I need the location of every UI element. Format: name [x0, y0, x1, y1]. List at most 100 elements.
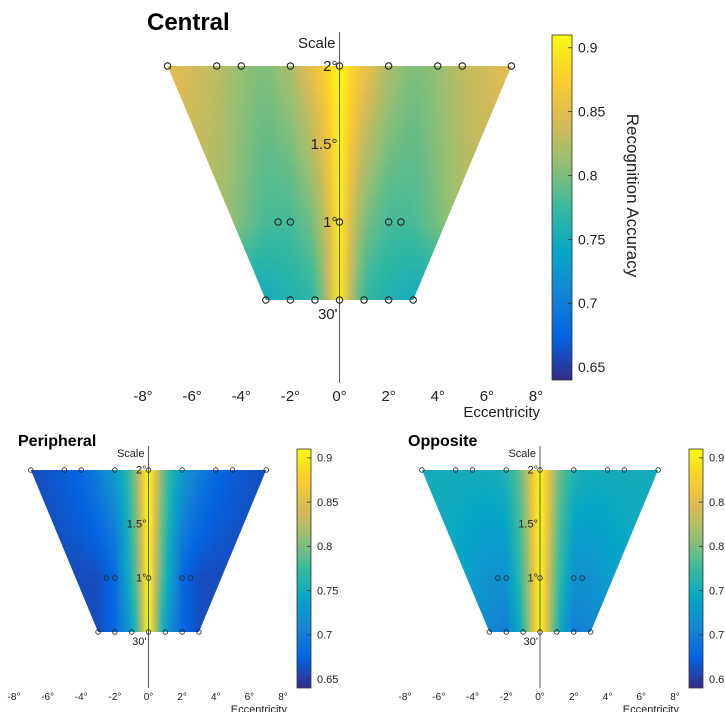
- sample-point-marker: [163, 62, 172, 70]
- sample-point-marker: [384, 296, 393, 304]
- y-axis-title: Scale: [298, 35, 336, 52]
- colorbar: 0.65 0.7 0.75 0.8 0.85 0.9: [296, 448, 338, 689]
- sample-point-marker: [112, 467, 118, 473]
- x-tick-label: -6°: [432, 692, 445, 703]
- sample-point-marker: [655, 467, 661, 473]
- sample-point-marker: [419, 467, 425, 473]
- sample-point-marker: [128, 629, 135, 635]
- sample-point-marker: [335, 62, 344, 70]
- sample-point-marker: [179, 575, 185, 581]
- sample-point-marker: [78, 467, 84, 473]
- x-axis-title: Eccentricity: [463, 404, 540, 421]
- x-tick-label: -2°: [281, 388, 300, 405]
- sample-point-marker: [621, 467, 628, 473]
- colorbar-tick-label: 0.8: [709, 541, 724, 553]
- colorbar-tick-label: 0.65: [578, 359, 605, 375]
- colorbar: 0.65 0.7 0.75 0.8 0.85 0.9: [688, 448, 725, 689]
- x-tick-label: 8°: [278, 692, 288, 703]
- x-tick-label: -4°: [232, 388, 251, 405]
- sample-point-marker: [384, 62, 393, 70]
- colorbar-tick-label: 0.9: [578, 40, 598, 56]
- sample-point-marker: [503, 629, 509, 635]
- chart-panel-peripheral: -8° -6° -4° -2° 0° 2° 4° 6° 8°Eccentricity Scale 3…: [8, 433, 339, 712]
- sample-point-marker: [237, 62, 246, 70]
- sample-point-marker: [587, 629, 594, 635]
- colorbar-tick-label: 0.75: [709, 585, 725, 597]
- x-tick-label: -6°: [182, 388, 201, 405]
- x-tick-label: -4°: [75, 692, 88, 703]
- x-tick-label: 6°: [636, 692, 646, 703]
- sample-point-marker: [458, 62, 467, 70]
- sample-point-marker: [537, 575, 543, 581]
- x-tick-label: 6°: [480, 388, 494, 405]
- sample-point-marker: [274, 218, 282, 226]
- chart-panel-opposite: -8° -6° -4° -2° 0° 2° 4° 6° 8°Eccentricity Scale 3…: [399, 433, 725, 712]
- x-tick-label: 4°: [211, 692, 221, 703]
- sample-point-marker: [503, 575, 509, 581]
- sample-point-marker: [145, 575, 152, 581]
- sample-point-marker: [335, 296, 344, 304]
- x-tick-label: 2°: [381, 388, 395, 405]
- y-tick-label: 1.5°: [127, 518, 147, 530]
- sample-point-marker: [486, 629, 493, 635]
- y-tick-label: 1°: [136, 572, 147, 584]
- sample-point-marker: [179, 467, 185, 473]
- colorbar-tick-label: 0.65: [317, 674, 338, 686]
- colorbar-tick-label: 0.8: [317, 541, 332, 553]
- sample-point-marker: [537, 629, 543, 635]
- x-tick-label: -2°: [500, 692, 513, 703]
- y-tick-label: 1°: [527, 572, 538, 584]
- chart-panel-central: -8° -6° -4° -2° 0° 2° 4° 6° 8°Eccentricity Scale 3…: [133, 9, 642, 421]
- sample-point-marker: [229, 467, 236, 473]
- y-tick-label: 30': [132, 636, 146, 648]
- sample-point-marker: [213, 467, 219, 473]
- sample-point-marker: [262, 296, 270, 304]
- panel-title: Peripheral: [18, 433, 96, 450]
- y-axis-title: Scale: [508, 448, 536, 460]
- colorbar-tick-label: 0.7: [709, 630, 724, 642]
- sample-point-marker: [452, 467, 459, 473]
- sample-point-marker: [495, 575, 501, 581]
- sample-point-marker: [196, 629, 202, 635]
- y-tick-label: 1.5°: [311, 136, 338, 153]
- x-tick-label: 2°: [569, 692, 579, 703]
- sample-point-marker: [579, 575, 585, 581]
- sample-point-marker: [469, 467, 476, 473]
- sample-point-marker: [212, 62, 221, 70]
- sample-point-marker: [571, 575, 577, 581]
- sample-point-marker: [507, 62, 516, 70]
- y-tick-label: 30': [318, 306, 338, 323]
- x-tick-label: 4°: [431, 388, 445, 405]
- colorbar-tick-label: 0.7: [578, 295, 598, 311]
- x-tick-label: 6°: [245, 692, 255, 703]
- y-tick-label: 1.5°: [518, 518, 538, 530]
- colorbar-tick-label: 0.85: [317, 497, 338, 509]
- sample-point-marker: [145, 629, 152, 635]
- sample-point-marker: [28, 467, 34, 473]
- x-tick-label: -8°: [8, 692, 21, 703]
- colorbar-tick-label: 0.85: [709, 497, 725, 509]
- sample-point-marker: [286, 296, 295, 304]
- sample-point-marker: [145, 467, 152, 473]
- sample-point-marker: [263, 467, 269, 473]
- colorbar-tick-label: 0.8: [578, 167, 598, 183]
- colorbar-tick-label: 0.7: [317, 630, 332, 642]
- x-tick-label: 8°: [529, 388, 543, 405]
- sample-point-marker: [520, 629, 526, 635]
- sample-point-marker: [571, 467, 577, 473]
- x-tick-label: 8°: [670, 692, 680, 703]
- sample-point-marker: [286, 218, 295, 226]
- y-tick-label: 2°: [136, 464, 147, 476]
- colorbar-title: Recognition Accuracy: [623, 114, 642, 278]
- x-tick-label: -6°: [41, 692, 54, 703]
- y-tick-label: 2°: [323, 58, 337, 75]
- sample-point-marker: [537, 467, 543, 473]
- sample-point-marker: [311, 296, 319, 304]
- sample-point-marker: [360, 296, 368, 304]
- panel-title: Opposite: [408, 433, 477, 450]
- x-tick-label: 4°: [603, 692, 613, 703]
- y-tick-label: 2°: [527, 464, 538, 476]
- x-tick-label: 2°: [177, 692, 187, 703]
- sample-point-marker: [112, 575, 118, 581]
